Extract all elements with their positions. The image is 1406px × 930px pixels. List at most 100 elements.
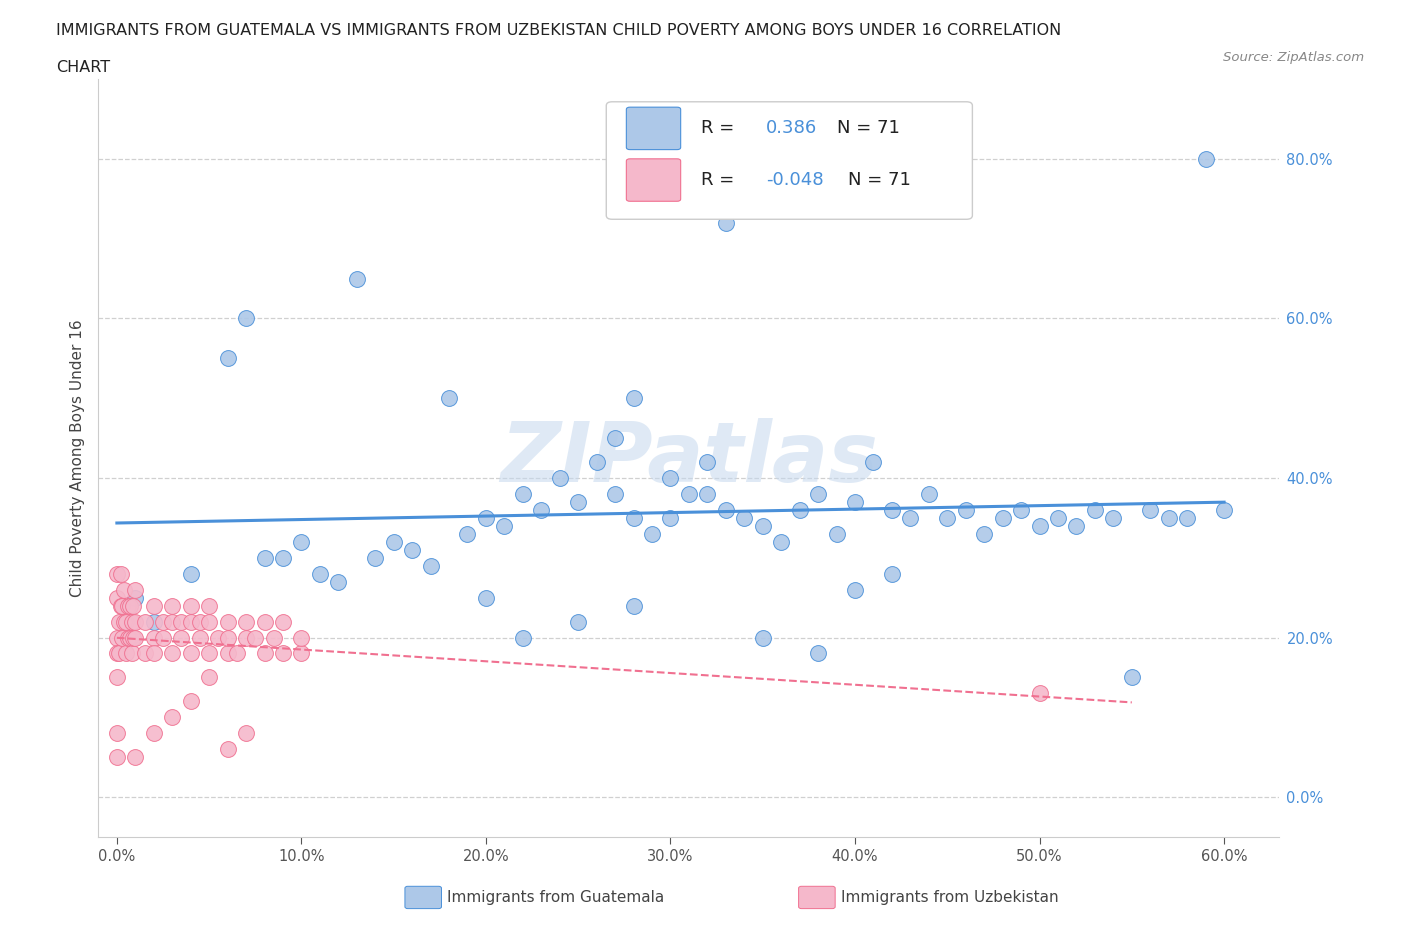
Point	[217, 614, 239, 629]
Point	[152, 614, 174, 629]
Point	[419, 558, 441, 573]
Point	[122, 631, 145, 645]
Point	[751, 631, 773, 645]
Point	[115, 646, 138, 661]
Text: N = 71: N = 71	[848, 171, 911, 189]
Point	[253, 614, 276, 629]
Point	[1121, 670, 1143, 684]
Point	[142, 631, 165, 645]
Point	[162, 614, 183, 629]
Point	[623, 391, 645, 405]
Point	[188, 631, 211, 645]
Point	[807, 646, 830, 661]
Point	[217, 631, 239, 645]
Point	[1213, 502, 1236, 517]
Point	[217, 742, 239, 757]
Point	[117, 631, 139, 645]
Point	[121, 614, 143, 629]
Point	[162, 710, 183, 724]
Point	[770, 535, 793, 550]
Point	[512, 631, 534, 645]
Point	[180, 566, 202, 581]
Point	[346, 271, 368, 286]
Point	[170, 614, 193, 629]
Point	[118, 631, 141, 645]
Text: IMMIGRANTS FROM GUATEMALA VS IMMIGRANTS FROM UZBEKISTAN CHILD POVERTY AMONG BOYS: IMMIGRANTS FROM GUATEMALA VS IMMIGRANTS …	[56, 23, 1062, 38]
Point	[456, 526, 478, 541]
Point	[271, 646, 294, 661]
Point	[124, 582, 146, 597]
Point	[235, 311, 257, 325]
Point	[936, 511, 959, 525]
Point	[1010, 502, 1032, 517]
Point	[235, 614, 257, 629]
Point	[567, 614, 589, 629]
Point	[217, 646, 239, 661]
Point	[973, 526, 995, 541]
Point	[105, 591, 128, 605]
Text: R =: R =	[700, 171, 740, 189]
Point	[105, 750, 128, 764]
Point	[862, 455, 884, 470]
Point	[844, 582, 866, 597]
Point	[124, 591, 146, 605]
Point	[263, 631, 285, 645]
Point	[124, 631, 146, 645]
Point	[207, 631, 229, 645]
Point	[152, 631, 174, 645]
Point	[122, 598, 145, 613]
Point	[162, 646, 183, 661]
Point	[898, 511, 921, 525]
Text: R =: R =	[700, 119, 740, 138]
Point	[142, 725, 165, 740]
Point	[235, 631, 257, 645]
Point	[142, 646, 165, 661]
Point	[134, 646, 156, 661]
Point	[918, 486, 941, 501]
Point	[198, 646, 221, 661]
Point	[142, 614, 165, 629]
Point	[309, 566, 332, 581]
Point	[198, 670, 221, 684]
Text: Immigrants from Uzbekistan: Immigrants from Uzbekistan	[841, 890, 1059, 905]
Point	[659, 511, 682, 525]
FancyBboxPatch shape	[626, 107, 681, 150]
Point	[105, 646, 128, 661]
Point	[844, 495, 866, 510]
FancyBboxPatch shape	[626, 159, 681, 201]
Point	[548, 471, 571, 485]
Point	[271, 551, 294, 565]
Point	[121, 646, 143, 661]
Point	[955, 502, 977, 517]
Point	[1157, 511, 1180, 525]
Point	[253, 646, 276, 661]
Point	[623, 511, 645, 525]
Point	[124, 614, 146, 629]
Text: CHART: CHART	[56, 60, 110, 75]
Point	[225, 646, 247, 661]
Point	[659, 471, 682, 485]
Text: Immigrants from Guatemala: Immigrants from Guatemala	[447, 890, 665, 905]
Point	[437, 391, 460, 405]
Point	[162, 598, 183, 613]
Point	[1175, 511, 1198, 525]
Text: -0.048: -0.048	[766, 171, 824, 189]
Point	[494, 518, 516, 533]
Point	[290, 535, 312, 550]
Point	[142, 598, 165, 613]
Point	[714, 215, 737, 230]
Point	[180, 614, 202, 629]
Point	[530, 502, 553, 517]
Point	[696, 455, 718, 470]
Point	[605, 486, 627, 501]
Text: 0.386: 0.386	[766, 119, 817, 138]
Point	[198, 614, 221, 629]
Point	[641, 526, 664, 541]
Point	[605, 431, 627, 445]
Point	[180, 694, 202, 709]
Point	[714, 502, 737, 517]
Point	[180, 646, 202, 661]
Point	[290, 646, 312, 661]
Y-axis label: Child Poverty Among Boys Under 16: Child Poverty Among Boys Under 16	[69, 319, 84, 597]
Point	[107, 614, 129, 629]
